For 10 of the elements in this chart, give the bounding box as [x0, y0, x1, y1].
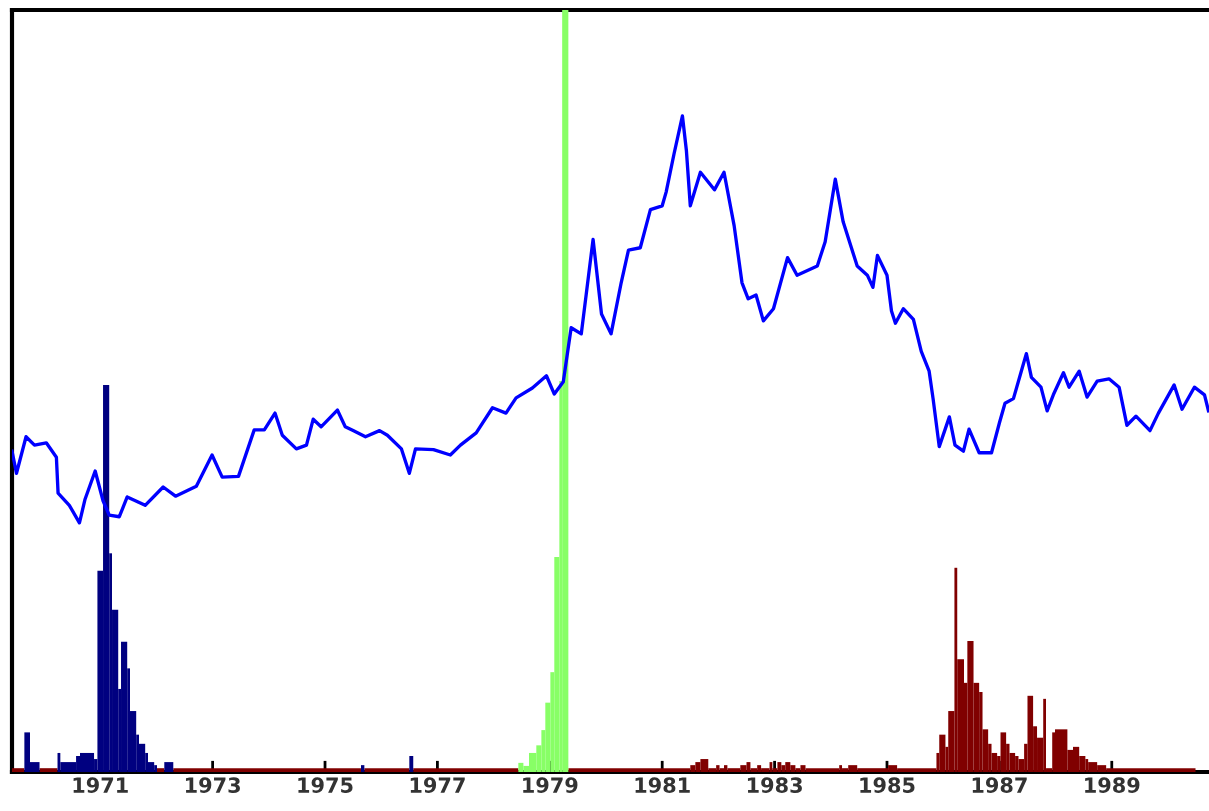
x-tick-label: 1983 [747, 777, 802, 793]
x-tick-label: 1979 [523, 777, 578, 793]
x-tick-label: 1985 [860, 777, 915, 793]
x-tick-label: 1971 [73, 777, 128, 793]
x-tick-label: 1987 [972, 777, 1027, 793]
x-tick-label: 1989 [1085, 777, 1140, 793]
x-tick-label: 1975 [298, 777, 353, 793]
x-tick-label: 1973 [185, 777, 240, 793]
x-tick-label: 1977 [410, 777, 465, 793]
x-tick-label: 1981 [635, 777, 690, 793]
